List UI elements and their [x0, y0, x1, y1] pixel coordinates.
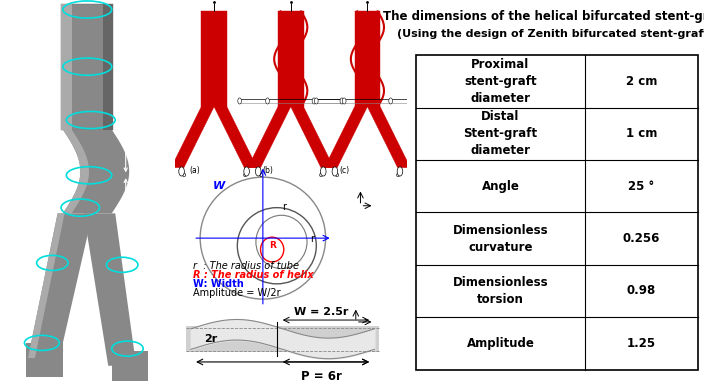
Text: Angle: Angle — [482, 180, 520, 193]
Polygon shape — [248, 107, 291, 168]
Text: W: Width: W: Width — [193, 279, 244, 289]
Circle shape — [417, 98, 420, 104]
Polygon shape — [61, 4, 113, 130]
Circle shape — [244, 167, 249, 176]
Text: W: W — [213, 181, 225, 190]
Circle shape — [238, 98, 241, 104]
Polygon shape — [112, 351, 149, 381]
Polygon shape — [63, 130, 130, 213]
Text: R: R — [269, 242, 275, 250]
Polygon shape — [355, 11, 380, 107]
Polygon shape — [214, 107, 257, 168]
Text: o: o — [319, 172, 323, 178]
Bar — [416, 55, 698, 370]
Circle shape — [265, 98, 270, 104]
Text: r: r — [282, 202, 286, 211]
Text: Dimensionless
torsion: Dimensionless torsion — [453, 276, 548, 306]
Circle shape — [342, 98, 346, 104]
Circle shape — [179, 167, 184, 176]
Text: 6cm: 6cm — [1, 357, 23, 367]
Text: 2cm: 2cm — [131, 187, 152, 196]
Text: 0.98: 0.98 — [627, 285, 656, 298]
Text: Proximal
stent-graft
diameter: Proximal stent-graft diameter — [464, 58, 537, 105]
Text: (b): (b) — [262, 166, 273, 175]
Polygon shape — [26, 343, 63, 377]
Text: (Using the design of Zenith bifurcated stent-graft): (Using the design of Zenith bifurcated s… — [397, 29, 704, 38]
Text: o: o — [335, 172, 339, 178]
Polygon shape — [171, 107, 214, 168]
Polygon shape — [84, 213, 136, 366]
Text: 0.256: 0.256 — [623, 232, 660, 245]
Polygon shape — [367, 107, 410, 168]
Text: Amplitude: Amplitude — [467, 337, 534, 350]
Text: 6c
m: 6c m — [1, 253, 13, 272]
Circle shape — [315, 98, 318, 104]
Text: 2r: 2r — [204, 334, 218, 344]
Circle shape — [312, 98, 316, 104]
Polygon shape — [186, 326, 379, 352]
Polygon shape — [291, 107, 334, 168]
Text: 4cm: 4cm — [131, 34, 152, 43]
Text: Distal
Stent-graft
diameter: Distal Stent-graft diameter — [463, 110, 538, 157]
Polygon shape — [103, 4, 113, 130]
Text: Amplitude = W/2r: Amplitude = W/2r — [193, 288, 281, 298]
Text: (c): (c) — [339, 166, 349, 175]
Text: o: o — [242, 172, 246, 178]
Circle shape — [256, 167, 261, 176]
Circle shape — [320, 167, 326, 176]
Circle shape — [332, 167, 338, 176]
Polygon shape — [63, 130, 89, 213]
Text: o: o — [182, 172, 186, 178]
Polygon shape — [28, 213, 65, 358]
Text: (a): (a) — [189, 166, 200, 175]
Polygon shape — [201, 11, 227, 107]
Text: P = 6r: P = 6r — [301, 370, 341, 381]
Text: The dimensions of the helical bifurcated stent-graft: The dimensions of the helical bifurcated… — [383, 10, 704, 22]
Text: W = 2.5r: W = 2.5r — [294, 307, 348, 317]
Text: Dimensionless
curvature: Dimensionless curvature — [453, 224, 548, 254]
Text: R : The radius of helix: R : The radius of helix — [193, 270, 314, 280]
Polygon shape — [325, 107, 367, 168]
Polygon shape — [278, 11, 303, 107]
Text: r: r — [310, 234, 314, 244]
Text: r  : The radius of tube: r : The radius of tube — [193, 261, 299, 271]
Circle shape — [389, 98, 393, 104]
Circle shape — [397, 167, 403, 176]
Circle shape — [340, 98, 344, 104]
Text: o: o — [258, 172, 263, 178]
Text: o: o — [396, 172, 400, 178]
Polygon shape — [28, 213, 92, 358]
Text: 25 °: 25 ° — [629, 180, 655, 193]
Text: 2 cm: 2 cm — [626, 75, 658, 88]
Text: 1.25: 1.25 — [627, 337, 656, 350]
Text: 6cm: 6cm — [131, 115, 152, 125]
Text: 1 cm: 1 cm — [626, 127, 658, 140]
Polygon shape — [61, 4, 72, 130]
